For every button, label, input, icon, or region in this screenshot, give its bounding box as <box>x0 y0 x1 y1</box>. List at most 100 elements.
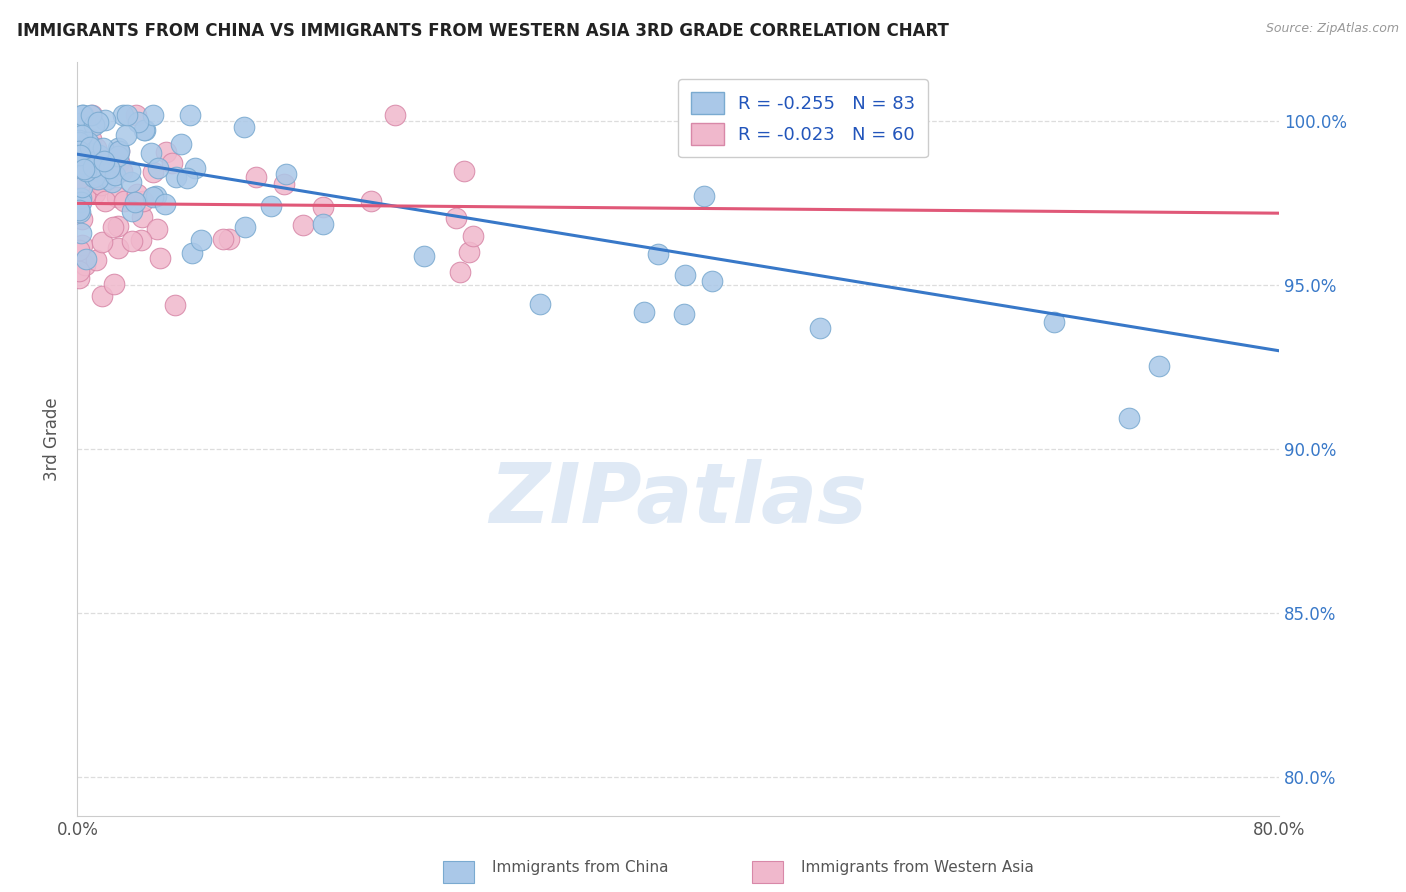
Point <box>1149 359 1171 374</box>
Point <box>120 164 142 178</box>
Point <box>142 108 165 122</box>
Point <box>67 271 90 285</box>
Point <box>67 203 90 218</box>
Point <box>461 229 484 244</box>
Point <box>125 187 148 202</box>
Point <box>633 305 655 319</box>
Point <box>162 156 184 170</box>
Point <box>529 297 551 311</box>
Point <box>245 169 267 184</box>
Text: ZIPatlas: ZIPatlas <box>489 459 868 541</box>
Point <box>87 159 110 173</box>
Point <box>75 164 97 178</box>
Point <box>80 108 103 122</box>
Point <box>107 219 129 234</box>
Point <box>72 180 94 194</box>
Point <box>125 108 148 122</box>
Point <box>291 219 314 233</box>
Point <box>131 210 153 224</box>
Point <box>693 189 716 203</box>
Point <box>69 226 91 240</box>
Point <box>190 234 212 248</box>
Point <box>87 172 110 186</box>
Point <box>70 108 93 122</box>
Point <box>702 274 724 288</box>
Point <box>142 190 165 204</box>
Point <box>101 220 124 235</box>
Point <box>134 123 156 137</box>
Point <box>70 192 93 206</box>
Point <box>72 238 94 252</box>
Point <box>384 108 406 122</box>
Point <box>260 199 283 213</box>
Point <box>79 139 101 153</box>
Point <box>87 154 110 169</box>
Point <box>165 170 187 185</box>
Point <box>233 120 256 135</box>
Text: IMMIGRANTS FROM CHINA VS IMMIGRANTS FROM WESTERN ASIA 3RD GRADE CORRELATION CHAR: IMMIGRANTS FROM CHINA VS IMMIGRANTS FROM… <box>17 22 949 40</box>
Point <box>75 161 97 175</box>
Point <box>91 141 114 155</box>
Point <box>84 186 107 201</box>
Point <box>67 144 90 158</box>
Text: Immigrants from Western Asia: Immigrants from Western Asia <box>801 860 1035 874</box>
Point <box>67 171 90 186</box>
Point <box>457 244 479 259</box>
Point <box>84 252 107 267</box>
Point <box>97 161 120 175</box>
Y-axis label: 3rd Grade: 3rd Grade <box>44 398 62 481</box>
Point <box>77 136 100 151</box>
Point <box>453 164 475 178</box>
Point <box>276 167 298 181</box>
Point <box>108 144 131 158</box>
Point <box>134 122 156 136</box>
Point <box>124 194 146 209</box>
Point <box>86 141 108 155</box>
Point <box>75 188 97 202</box>
Point <box>83 118 105 132</box>
Point <box>153 196 176 211</box>
Point <box>148 161 170 176</box>
Point <box>145 222 167 236</box>
Legend: R = -0.255   N = 83, R = -0.023   N = 60: R = -0.255 N = 83, R = -0.023 N = 60 <box>679 79 928 157</box>
Point <box>312 200 335 214</box>
Point <box>142 165 165 179</box>
Point <box>139 146 162 161</box>
Point <box>360 194 382 209</box>
Point <box>82 160 104 174</box>
Point <box>67 133 90 147</box>
Point <box>86 115 108 129</box>
Point <box>67 135 90 149</box>
Point <box>69 205 91 219</box>
Point <box>93 154 115 169</box>
Point <box>80 108 103 122</box>
Point <box>87 148 110 162</box>
Point <box>183 161 205 175</box>
Point <box>67 243 90 257</box>
Text: Immigrants from China: Immigrants from China <box>492 860 669 874</box>
Point <box>73 258 96 272</box>
Point <box>70 150 93 164</box>
Point <box>273 177 295 191</box>
Point <box>107 141 129 155</box>
Point <box>312 217 335 231</box>
Point <box>70 149 93 163</box>
Point <box>112 194 135 209</box>
Point <box>69 171 91 186</box>
Point <box>121 204 143 219</box>
Point <box>93 194 115 209</box>
Point <box>70 194 93 209</box>
Point <box>86 171 108 186</box>
Point <box>96 172 118 186</box>
Point <box>165 298 187 312</box>
Point <box>449 265 471 279</box>
Point <box>212 232 235 246</box>
Point <box>107 241 129 255</box>
Point <box>70 128 93 142</box>
Point <box>170 137 193 152</box>
Point <box>412 249 434 263</box>
Point <box>70 211 93 226</box>
Point <box>73 162 96 177</box>
Point <box>673 268 696 282</box>
Point <box>179 108 201 122</box>
